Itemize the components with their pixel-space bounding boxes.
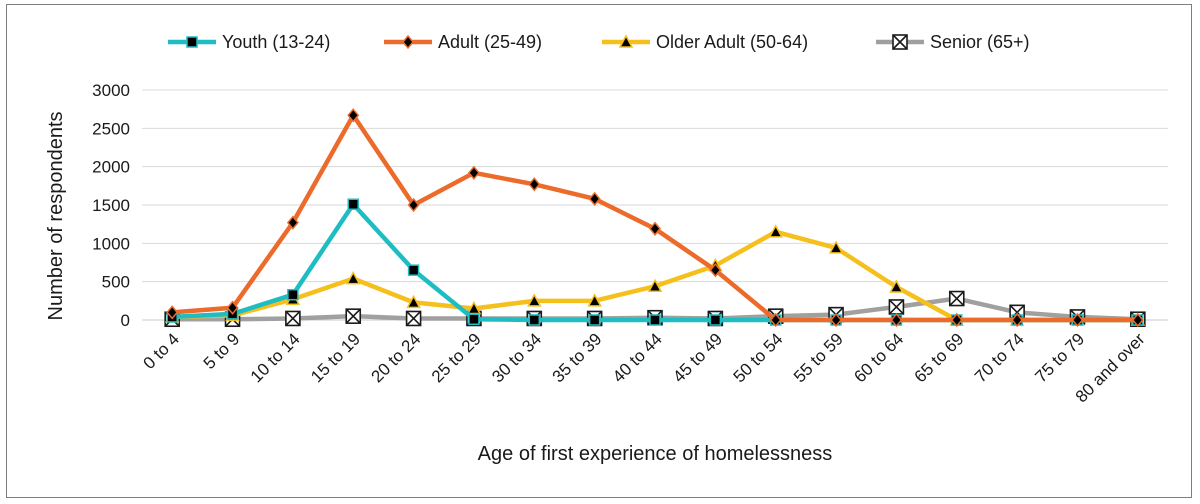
series-adult-25-49 [166, 108, 1144, 328]
data-point [950, 312, 963, 328]
data-point [345, 308, 362, 324]
data-point [226, 300, 239, 315]
legend: Youth (13-24) Adult (25-49) Older Adult (5… [168, 32, 1030, 52]
legend-label: Adult (25-49) [438, 32, 542, 52]
data-point [406, 294, 421, 309]
data-point [528, 177, 541, 192]
data-point [1071, 312, 1084, 328]
data-point [709, 262, 722, 278]
y-axis-title: Number of respondents [45, 111, 67, 320]
x-axis-title: Age of first experience of homelessness [478, 443, 833, 465]
y-tick-label: 1500 [92, 196, 130, 215]
x-tick-label: 0 to 4 [139, 329, 183, 373]
legend-marker [186, 36, 198, 48]
y-tick-label: 1000 [92, 234, 130, 253]
x-tick-label: 5 to 9 [200, 329, 244, 373]
legend-marker [618, 34, 634, 48]
series-group [164, 108, 1146, 328]
legend-label: Youth (13-24) [222, 32, 330, 52]
data-point [647, 278, 663, 293]
data-point [347, 108, 360, 123]
legend-item-older-adult-50-64: Older Adult (50-64) [602, 32, 808, 52]
data-point [769, 312, 782, 328]
legend-item-youth-13-24: Youth (13-24) [168, 32, 330, 52]
legend-marker [892, 34, 908, 50]
legend-marker [402, 34, 414, 50]
data-point [588, 314, 601, 326]
y-tick-label: 2500 [92, 119, 130, 138]
data-point [285, 310, 301, 327]
data-point [287, 288, 299, 301]
y-tick-label: 3000 [92, 81, 130, 100]
y-tick-label: 500 [102, 273, 130, 292]
data-point [468, 313, 480, 325]
data-point [948, 290, 965, 307]
data-point [830, 312, 843, 328]
data-point [407, 197, 420, 213]
data-point [527, 293, 542, 307]
data-point [649, 314, 661, 326]
data-point [768, 224, 783, 238]
legend-label: Older Adult (50-64) [656, 32, 808, 52]
y-tick-label: 0 [121, 311, 130, 330]
data-point [1011, 312, 1024, 328]
data-point [467, 165, 480, 180]
x-tick-label: 55 to 59 [790, 329, 847, 386]
y-axis-ticks: 0 500 1000 1500 2000 2500 3000 [92, 81, 130, 330]
x-tick-label: 35 to 39 [549, 329, 606, 386]
x-tick-label: 65 to 69 [911, 329, 968, 386]
data-point [286, 215, 299, 230]
x-tick-label: 60 to 64 [850, 329, 907, 386]
x-tick-label: 50 to 54 [730, 329, 787, 386]
x-axis-ticks: 0 to 4 5 to 9 10 to 14 15 to 19 20 to 24 25 t… [139, 329, 1148, 406]
data-point [890, 312, 903, 328]
data-point [709, 314, 722, 326]
x-tick-label: 30 to 34 [488, 329, 545, 386]
data-point [528, 314, 541, 326]
x-tick-label: 45 to 49 [669, 329, 726, 386]
data-point [345, 271, 361, 285]
data-point [828, 240, 844, 254]
x-tick-label: 10 to 14 [247, 329, 304, 386]
data-point [405, 310, 422, 327]
data-point [166, 305, 179, 320]
data-point [888, 299, 905, 315]
data-point [587, 293, 602, 307]
data-point [649, 221, 661, 236]
data-point [407, 264, 420, 276]
x-tick-label: 75 to 79 [1031, 329, 1088, 386]
data-point [889, 279, 904, 293]
data-point [347, 198, 359, 210]
chart-frame [6, 4, 1192, 498]
y-tick-label: 2000 [92, 158, 130, 177]
data-point [588, 191, 601, 207]
legend-item-senior-65: Senior (65+) [876, 32, 1030, 52]
x-tick-label: 25 to 29 [428, 329, 485, 386]
data-point [1131, 312, 1144, 328]
x-tick-label: 70 to 74 [971, 329, 1028, 386]
legend-item-adult-25-49: Adult (25-49) [384, 32, 542, 52]
x-tick-label: 20 to 24 [368, 329, 425, 386]
legend-label: Senior (65+) [930, 32, 1030, 52]
x-tick-label: 40 to 44 [609, 329, 666, 386]
x-tick-label: 15 to 19 [307, 329, 364, 386]
